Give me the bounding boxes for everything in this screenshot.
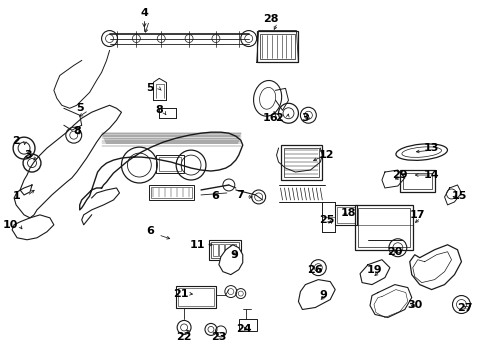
Text: 5: 5 — [76, 103, 83, 113]
Text: 1: 1 — [12, 191, 20, 201]
Text: 2: 2 — [274, 113, 282, 123]
Bar — [230, 244, 235, 256]
Text: 20: 20 — [386, 247, 402, 257]
Text: 9: 9 — [319, 289, 326, 300]
Text: 9: 9 — [230, 250, 238, 260]
Text: 4: 4 — [140, 8, 148, 18]
Text: 8: 8 — [155, 105, 163, 115]
Polygon shape — [298, 280, 335, 310]
Bar — [156, 155, 183, 173]
Text: 23: 23 — [211, 332, 226, 342]
Polygon shape — [12, 215, 54, 240]
Bar — [399, 170, 434, 192]
Text: 3: 3 — [24, 150, 32, 160]
Bar — [335, 205, 356, 225]
Bar — [151, 187, 192, 198]
Text: 29: 29 — [391, 170, 407, 180]
Text: 12: 12 — [318, 150, 333, 160]
Text: 6: 6 — [210, 191, 219, 201]
Text: 30: 30 — [407, 300, 422, 310]
Bar — [354, 205, 412, 250]
Bar — [256, 31, 298, 62]
Text: 15: 15 — [451, 191, 466, 201]
Text: 19: 19 — [366, 265, 382, 275]
Bar — [238, 319, 256, 332]
Text: 5: 5 — [146, 84, 154, 93]
Text: 3: 3 — [301, 113, 308, 123]
Bar — [149, 185, 194, 200]
Text: 6: 6 — [146, 226, 154, 236]
Text: 18: 18 — [340, 208, 355, 218]
Text: 7: 7 — [235, 190, 243, 200]
Polygon shape — [409, 245, 461, 289]
Bar — [178, 288, 213, 306]
Bar — [337, 207, 354, 223]
Text: 26: 26 — [307, 265, 323, 275]
Text: 14: 14 — [423, 170, 439, 180]
Bar — [224, 244, 229, 256]
Text: 22: 22 — [176, 332, 191, 342]
Bar — [357, 208, 409, 247]
Text: 2: 2 — [12, 136, 20, 146]
Text: 24: 24 — [235, 324, 251, 334]
Text: 21: 21 — [173, 289, 188, 298]
Text: 10: 10 — [2, 220, 18, 230]
Bar — [280, 145, 322, 180]
Text: 11: 11 — [189, 240, 204, 250]
Bar — [402, 173, 431, 189]
Text: 16: 16 — [262, 113, 278, 123]
Text: 27: 27 — [456, 302, 471, 312]
Text: 28: 28 — [263, 14, 278, 24]
Bar — [208, 240, 240, 260]
Bar — [283, 148, 319, 177]
Bar — [210, 242, 238, 258]
Bar — [212, 244, 218, 256]
Polygon shape — [219, 245, 242, 275]
Bar — [219, 244, 224, 256]
Bar — [159, 157, 181, 171]
Bar — [259, 33, 295, 59]
Bar — [176, 285, 216, 307]
Text: 8: 8 — [74, 126, 81, 136]
Text: 17: 17 — [409, 210, 425, 220]
Text: 13: 13 — [423, 143, 438, 153]
Text: 25: 25 — [319, 215, 334, 225]
